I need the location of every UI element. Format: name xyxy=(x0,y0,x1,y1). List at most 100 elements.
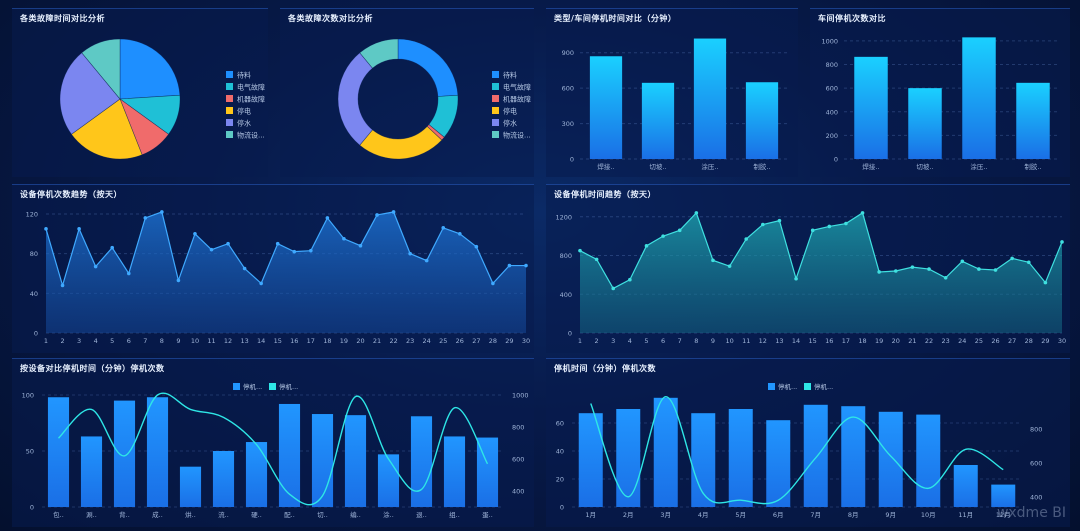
x-tick-label: 14 xyxy=(257,337,265,345)
x-tick-label: 11 xyxy=(207,337,215,345)
y-tick-label: 600 xyxy=(826,85,838,93)
x-tick-label: 28 xyxy=(489,337,497,345)
data-point xyxy=(1026,260,1031,265)
panel-pie-count: 各类故障次数对比分析 待料 电气故障 机器故障 停电 停水 物流设... xyxy=(280,8,534,177)
x-tick-label: 退.. xyxy=(416,510,427,519)
bar xyxy=(311,414,334,507)
y2-tick-label: 400 xyxy=(512,488,524,496)
x-tick-label: 10 xyxy=(725,337,733,345)
x-tick-label: 流.. xyxy=(218,510,229,519)
x-tick-label: 6 xyxy=(127,337,131,345)
y-tick-label: 800 xyxy=(560,252,572,260)
x-tick-label: 30 xyxy=(522,337,530,345)
pie-time-chart: 待料电气故障机器故障停电停水物流设... xyxy=(59,38,265,160)
chart-title: 设备停机时间趋势（按天） xyxy=(554,190,656,199)
data-point xyxy=(259,281,263,286)
data-point xyxy=(977,267,981,271)
data-point xyxy=(325,216,330,220)
y-tick-label: 200 xyxy=(826,132,838,140)
data-point xyxy=(524,263,528,268)
pie-slice xyxy=(81,38,121,100)
bar xyxy=(908,88,942,159)
x-tick-label: 组.. xyxy=(449,510,460,519)
y-tick-label: 900 xyxy=(562,49,574,57)
x-tick-label: 12 xyxy=(759,337,767,345)
x-tick-label: 11月 xyxy=(958,511,973,519)
y-tick-label: 0 xyxy=(570,156,574,164)
legend-label: 停电 xyxy=(503,107,517,116)
y2-tick-label: 800 xyxy=(512,424,524,432)
legend-label: 停水 xyxy=(237,119,251,128)
data-point xyxy=(160,210,164,214)
data-point xyxy=(893,269,898,273)
data-point xyxy=(727,264,732,268)
area-fill xyxy=(46,211,526,333)
y-tick-label: 800 xyxy=(826,61,838,69)
legend-label: 物流设... xyxy=(237,131,265,140)
x-tick-label: 30 xyxy=(1058,337,1066,345)
x-tick-label: 制胶.. xyxy=(1024,162,1041,171)
pie-slice xyxy=(397,38,459,97)
x-tick-label: 1月 xyxy=(585,511,596,519)
legend-label: 停电 xyxy=(237,107,251,116)
x-tick-label: 2 xyxy=(595,337,599,345)
x-tick-label: 23 xyxy=(942,337,950,345)
y-tick-label: 60 xyxy=(556,420,564,428)
x-tick-label: 4月 xyxy=(698,511,709,519)
data-point xyxy=(193,232,197,236)
bar xyxy=(146,397,169,507)
y-tick-label: 0 xyxy=(30,504,34,512)
bar xyxy=(841,406,866,507)
bar xyxy=(693,38,727,159)
data-point xyxy=(711,258,715,263)
y2-tick-label: 800 xyxy=(1030,425,1042,433)
legend-label: 电气故障 xyxy=(237,83,265,92)
data-point xyxy=(77,227,81,231)
legend-swatch xyxy=(492,71,499,78)
y-tick-label: 600 xyxy=(562,85,574,93)
y-tick-label: 0 xyxy=(834,156,838,164)
legend-swatch xyxy=(492,119,499,126)
data-point xyxy=(110,245,115,250)
legend-swatch xyxy=(226,83,233,90)
bar xyxy=(803,404,828,507)
series-line xyxy=(579,211,1063,290)
bar xyxy=(377,454,400,507)
y-tick-label: 1000 xyxy=(821,37,838,45)
x-tick-label: 20 xyxy=(892,337,900,345)
y-tick-label: 0 xyxy=(34,330,38,338)
y-tick-label: 100 xyxy=(22,392,34,400)
x-tick-label: 22 xyxy=(925,337,933,345)
chart-title: 按设备对比停机时间（分钟）停机次数 xyxy=(20,364,165,373)
y-tick-label: 40 xyxy=(556,448,564,456)
bar xyxy=(953,465,978,507)
bar xyxy=(1016,82,1050,159)
x-tick-label: 8 xyxy=(694,337,698,345)
x-tick-label: 24 xyxy=(958,337,966,345)
x-tick-label: 成.. xyxy=(152,510,163,519)
y-tick-label: 80 xyxy=(30,250,38,258)
panel-combo-device: 按设备对比停机时间（分钟）停机次数 停机... 停机... 0 50 100 400 600… xyxy=(12,358,534,527)
x-tick-label: 涮.. xyxy=(86,510,97,519)
data-point xyxy=(375,213,379,217)
data-point xyxy=(358,243,363,248)
legend-swatch xyxy=(226,119,233,126)
data-point xyxy=(910,265,915,269)
data-point xyxy=(126,271,131,276)
data-point xyxy=(143,216,148,220)
x-tick-label: 16 xyxy=(825,337,833,345)
data-point xyxy=(594,257,599,262)
series-line xyxy=(590,395,1004,505)
data-point xyxy=(424,258,429,263)
x-tick-label: 制胶.. xyxy=(753,162,770,171)
combo-month-chart: 停机... 停机... 0 20 40 60 400 600 800 1月 2月 3月 4月 5月 6月 7月… xyxy=(556,382,1043,519)
x-tick-label: 18 xyxy=(858,337,866,345)
x-tick-label: 硬.. xyxy=(251,511,262,519)
bar xyxy=(641,82,675,159)
data-point xyxy=(507,263,512,268)
pie-slice xyxy=(359,38,399,69)
bar xyxy=(278,403,301,507)
data-point xyxy=(93,264,98,269)
panel-area-time: 设备停机时间趋势（按天） 0 400 800 1200 1 2 3 4 5 6 7 8 9 10 11 12 1… xyxy=(546,184,1070,353)
